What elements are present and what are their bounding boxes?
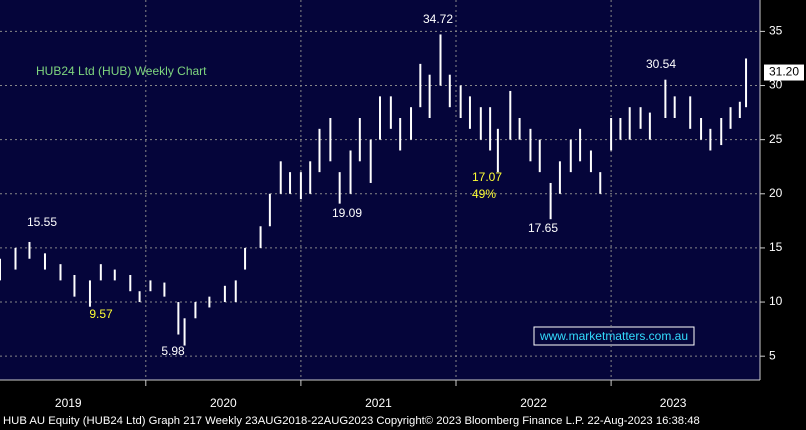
y-tick-label: 15 [769, 240, 783, 254]
watermark: www.marketmatters.com.au [539, 329, 688, 343]
x-tick-label: 2023 [660, 396, 687, 410]
x-tick-label: 2022 [520, 396, 547, 410]
x-tick-label: 2020 [210, 396, 237, 410]
annotation: 49% [472, 187, 496, 201]
last-price-label: 31.20 [769, 65, 799, 79]
y-tick-label: 30 [769, 78, 783, 92]
watermark-box [533, 326, 695, 346]
y-tick-label: 20 [769, 186, 783, 200]
footer-band [0, 411, 806, 430]
y-tick-label: 25 [769, 132, 783, 146]
annotation: 34.72 [423, 12, 453, 26]
x-tick-label: 2021 [365, 396, 392, 410]
annotation: 17.65 [528, 221, 558, 235]
annotation: 17.07 [472, 170, 502, 184]
annotation: 15.55 [27, 215, 57, 229]
y-tick-label: 35 [769, 24, 783, 38]
chart-title: HUB24 Ltd (HUB) Weekly Chart [36, 64, 207, 78]
last-price-box [764, 64, 804, 81]
annotation: 19.09 [332, 206, 362, 220]
annotation: 5.98 [161, 344, 185, 358]
y-tick-label: 5 [769, 348, 776, 362]
x-tick-label: 2019 [55, 396, 82, 410]
y-tick-label: 10 [769, 294, 783, 308]
annotation: 9.57 [89, 307, 113, 321]
plot-area [0, 0, 760, 380]
annotation: 30.54 [646, 57, 676, 71]
footer: HUB AU Equity (HUB24 Ltd) Graph 217 Week… [3, 415, 700, 427]
